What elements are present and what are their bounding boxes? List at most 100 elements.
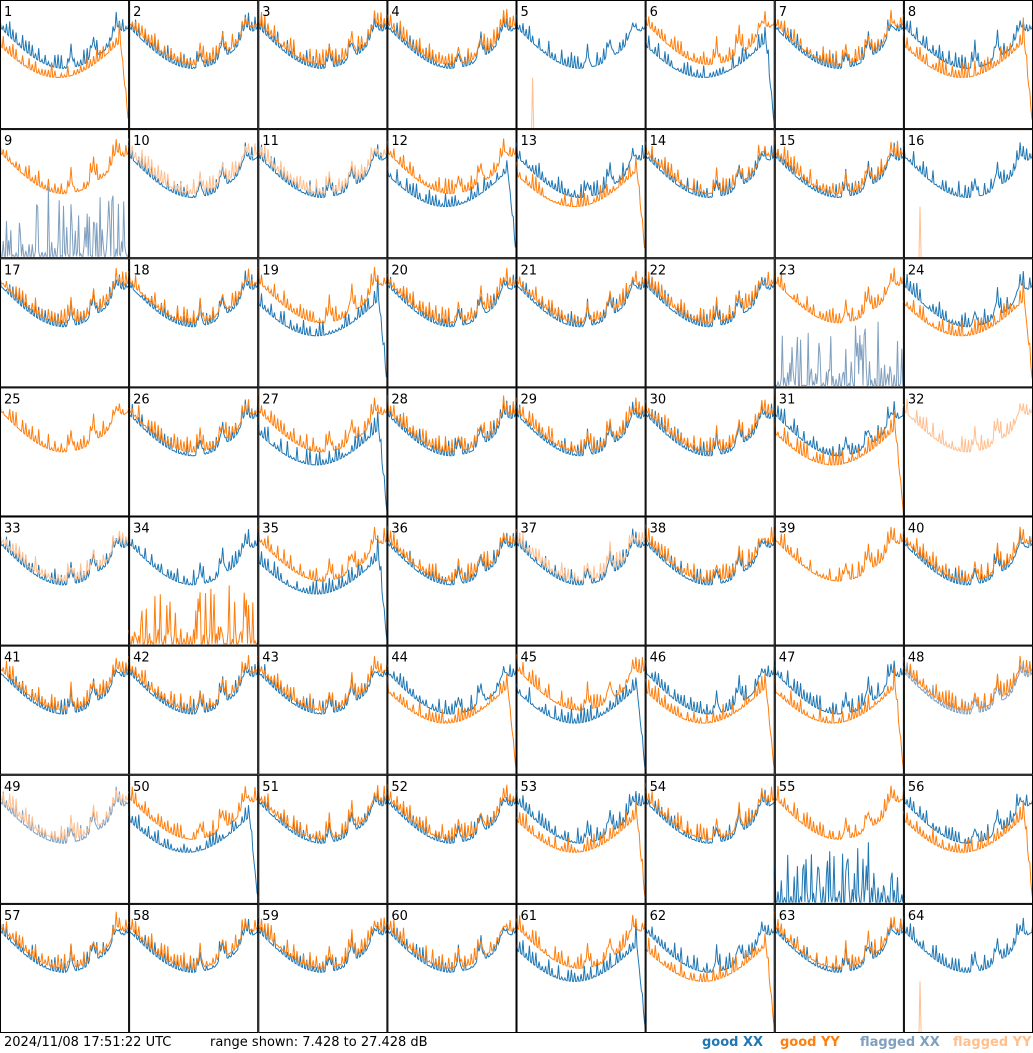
panel-label: 36 xyxy=(391,522,408,537)
panel-frame xyxy=(645,645,775,775)
panel-label: 31 xyxy=(779,392,796,407)
panel-frame xyxy=(645,129,775,259)
panel-frame xyxy=(645,774,775,904)
panel-label: 14 xyxy=(650,134,667,149)
panel-frame xyxy=(774,0,904,130)
panel-label: 5 xyxy=(521,5,529,20)
series-yy xyxy=(0,396,130,453)
panel-21: 21 xyxy=(516,258,647,388)
series-xx xyxy=(645,921,776,973)
panel-label: 21 xyxy=(521,263,538,278)
series-xx xyxy=(257,411,388,516)
panel-frame xyxy=(0,258,130,388)
series-yy xyxy=(903,396,1033,453)
timestamp: 2024/11/08 17:51:22 UTC xyxy=(4,1035,172,1050)
panel-4: 4 xyxy=(386,0,517,130)
panel-frame xyxy=(516,516,646,646)
series-xx xyxy=(903,660,1033,715)
panel-label: 18 xyxy=(133,263,150,278)
series-yy xyxy=(257,526,388,582)
panel-label: 48 xyxy=(908,651,925,666)
series-xx xyxy=(386,160,517,248)
footer: 2024/11/08 17:51:22 UTC range shown: 7.4… xyxy=(0,1033,1033,1053)
panel-frame xyxy=(129,516,259,646)
panel-44: 44 xyxy=(386,645,517,775)
series-yy xyxy=(386,673,517,773)
series-xx xyxy=(516,677,647,774)
panel-label: 35 xyxy=(262,522,279,537)
panel-frame xyxy=(645,903,775,1033)
series-xx xyxy=(645,141,776,199)
panel-49: 49 xyxy=(0,774,130,904)
series-yy xyxy=(128,655,259,711)
panel-13: 13 xyxy=(516,129,647,259)
panel-51: 51 xyxy=(257,774,388,904)
panel-29: 29 xyxy=(516,387,647,517)
panel-41: 41 xyxy=(0,645,130,775)
series-xx xyxy=(0,274,130,328)
series-xx xyxy=(128,142,259,199)
panel-19: 19 xyxy=(257,258,388,388)
panel-frame xyxy=(387,387,517,517)
panel-label: 12 xyxy=(391,134,408,149)
panel-frame xyxy=(258,645,388,775)
panel-32: 32 xyxy=(903,387,1033,517)
series-yy xyxy=(0,137,130,195)
series-yy xyxy=(645,933,776,1028)
panel-label: 26 xyxy=(133,392,150,407)
series-xx xyxy=(774,401,905,457)
series-yy xyxy=(128,268,259,324)
panel-frame xyxy=(0,387,130,517)
legend-flagged-yy: flagged YY xyxy=(953,1035,1032,1050)
series-xx xyxy=(0,660,130,715)
series-yy xyxy=(645,524,776,582)
panel-label: 57 xyxy=(4,909,21,924)
series-xx xyxy=(903,142,1033,199)
series-yy xyxy=(257,397,388,453)
series-yy xyxy=(386,913,517,970)
panel-14: 14 xyxy=(645,129,776,259)
panel-label: 64 xyxy=(908,909,925,924)
panel-60: 60 xyxy=(386,903,517,1033)
panel-label: 22 xyxy=(650,263,667,278)
panel-56: 56 xyxy=(903,774,1033,904)
panel-label: 55 xyxy=(779,780,796,795)
panel-59: 59 xyxy=(257,903,388,1033)
panel-label: 39 xyxy=(779,522,796,537)
panel-22: 22 xyxy=(645,258,776,388)
series-xx xyxy=(516,275,647,328)
panel-frame xyxy=(129,258,259,388)
series-yy xyxy=(257,9,388,66)
panel-33: 33 xyxy=(0,516,130,646)
series-yy xyxy=(645,783,776,840)
series-yy xyxy=(386,266,517,324)
panel-label: 25 xyxy=(4,392,21,407)
panel-frame xyxy=(129,0,259,130)
panel-label: 60 xyxy=(391,909,408,924)
panel-9: 9 xyxy=(0,129,130,259)
series-yy xyxy=(903,280,1033,383)
series-yy xyxy=(774,526,905,582)
panel-label: 41 xyxy=(4,651,21,666)
series-xx xyxy=(128,528,259,586)
panel-45: 45 xyxy=(516,645,647,775)
range-label: range shown: 7.428 to 27.428 dB xyxy=(210,1035,428,1050)
series-xx xyxy=(128,12,259,69)
series-yy xyxy=(903,800,1033,902)
panel-43: 43 xyxy=(257,645,388,775)
panel-25: 25 xyxy=(0,387,130,517)
panel-label: 38 xyxy=(650,522,667,537)
panel-frame xyxy=(129,774,259,904)
series-yy xyxy=(516,529,647,582)
panel-64: 64 xyxy=(903,903,1033,1033)
series-yy xyxy=(128,918,259,970)
series-yy xyxy=(386,395,517,453)
series-xx xyxy=(774,14,905,70)
panel-18: 18 xyxy=(128,258,259,388)
series-yy xyxy=(774,785,905,841)
panel-label: 33 xyxy=(4,522,21,537)
panel-27: 27 xyxy=(257,387,388,517)
panel-frame xyxy=(387,903,517,1033)
series-xx xyxy=(645,399,776,457)
series-xx xyxy=(516,528,646,586)
